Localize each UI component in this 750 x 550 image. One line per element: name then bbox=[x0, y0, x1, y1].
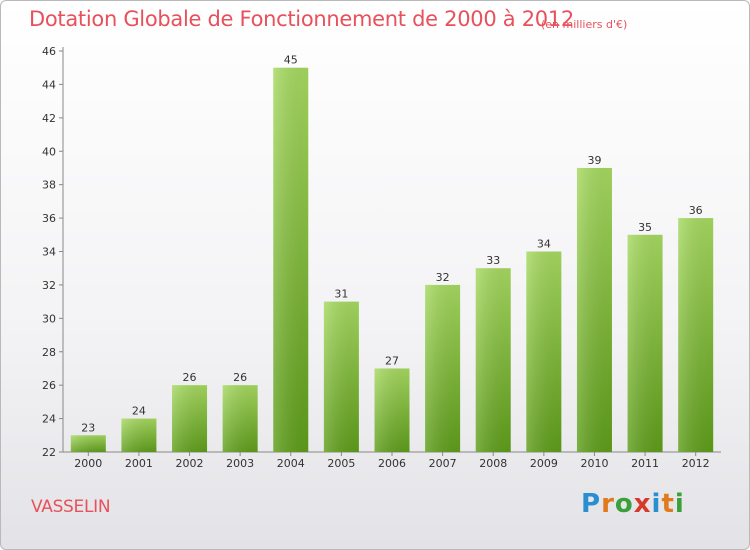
y-tick-label: 42 bbox=[42, 112, 56, 125]
x-tick-label: 2011 bbox=[631, 457, 659, 470]
bar-shade bbox=[526, 251, 562, 452]
data-label: 34 bbox=[537, 238, 551, 251]
x-tick-label: 2001 bbox=[125, 457, 153, 470]
bar-shade bbox=[121, 418, 157, 452]
bar-shade bbox=[273, 67, 309, 452]
data-label: 27 bbox=[385, 354, 399, 367]
x-tick-label: 2012 bbox=[682, 457, 710, 470]
chart-subtitle: (en milliers d'€) bbox=[541, 18, 628, 31]
y-tick-label: 24 bbox=[42, 413, 56, 426]
bar-shade bbox=[678, 218, 714, 452]
y-tick-label: 40 bbox=[42, 145, 56, 158]
place-name: VASSELIN bbox=[31, 497, 111, 517]
logo-letter: t bbox=[661, 489, 675, 519]
logo-letter: o bbox=[614, 489, 634, 519]
logo-letter: r bbox=[601, 489, 615, 519]
data-label: 26 bbox=[233, 371, 247, 384]
logo-letter: P bbox=[581, 489, 602, 519]
bar-shade bbox=[172, 385, 208, 452]
x-tick-label: 2005 bbox=[327, 457, 355, 470]
bar-shade bbox=[627, 234, 663, 452]
chart-title: Dotation Globale de Fonctionnement de 20… bbox=[29, 7, 574, 31]
y-tick-label: 22 bbox=[42, 446, 56, 459]
logo-letter: i bbox=[651, 489, 662, 519]
x-tick-label: 2003 bbox=[226, 457, 254, 470]
bar-shade bbox=[475, 268, 511, 452]
data-label: 31 bbox=[334, 288, 348, 301]
logo-letter: x bbox=[633, 489, 652, 519]
data-label: 36 bbox=[689, 204, 703, 217]
y-tick-label: 28 bbox=[42, 346, 56, 359]
y-tick-label: 46 bbox=[42, 45, 56, 58]
bar-shade bbox=[323, 301, 359, 452]
bar-shade bbox=[374, 368, 410, 452]
data-label: 32 bbox=[436, 271, 450, 284]
data-label: 35 bbox=[638, 221, 652, 234]
data-label: 26 bbox=[183, 371, 197, 384]
proxiti-logo: Proxiti bbox=[581, 489, 685, 519]
data-label: 39 bbox=[587, 154, 601, 167]
x-tick-label: 2002 bbox=[176, 457, 204, 470]
y-tick-label: 38 bbox=[42, 179, 56, 192]
x-tick-label: 2007 bbox=[429, 457, 457, 470]
bar-shade bbox=[425, 284, 461, 452]
x-tick-label: 2006 bbox=[378, 457, 406, 470]
x-tick-label: 2010 bbox=[580, 457, 608, 470]
y-tick-label: 44 bbox=[42, 78, 56, 91]
y-tick-label: 36 bbox=[42, 212, 56, 225]
bar-shade bbox=[576, 167, 612, 453]
y-tick-label: 34 bbox=[42, 246, 56, 259]
logo-letter: i bbox=[674, 489, 685, 519]
x-tick-label: 2008 bbox=[479, 457, 507, 470]
data-label: 24 bbox=[132, 405, 146, 418]
x-tick-label: 2004 bbox=[277, 457, 305, 470]
data-label: 23 bbox=[81, 421, 95, 434]
y-tick-label: 32 bbox=[42, 279, 56, 292]
y-tick-label: 30 bbox=[42, 312, 56, 325]
data-label: 33 bbox=[486, 254, 500, 267]
bar-shade bbox=[70, 435, 106, 452]
y-tick-label: 26 bbox=[42, 379, 56, 392]
x-tick-label: 2009 bbox=[530, 457, 558, 470]
bar-shade bbox=[222, 385, 258, 452]
data-label: 45 bbox=[284, 54, 298, 67]
x-tick-label: 2000 bbox=[74, 457, 102, 470]
